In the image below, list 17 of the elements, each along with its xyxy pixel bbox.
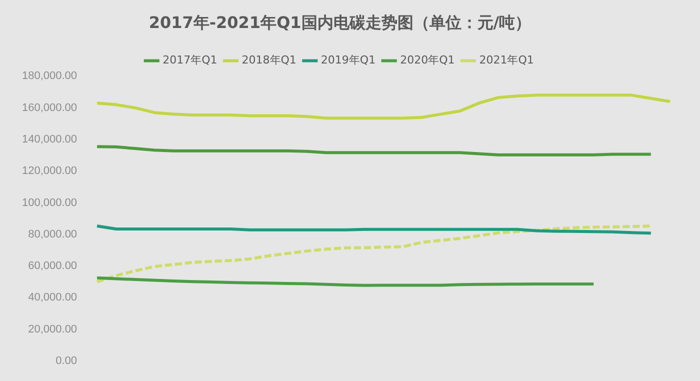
chart-title: 2017年-2021年Q1国内电碳走势图（单位：元/吨） xyxy=(148,12,532,32)
y-tick-label: 140,000.00 xyxy=(22,134,78,146)
legend-label: 2018年Q1 xyxy=(242,54,296,67)
y-tick-label: 0.00 xyxy=(56,355,78,368)
y-tick-label: 40,000.00 xyxy=(28,292,78,304)
y-tick-label: 160,000.00 xyxy=(22,102,78,114)
y-tick-label: 120,000.00 xyxy=(22,165,78,178)
y-tick-label: 60,000.00 xyxy=(28,260,78,272)
line-series xyxy=(96,224,652,284)
legend-label: 2017年Q1 xyxy=(162,54,218,67)
legend-label: 2020年Q1 xyxy=(400,54,455,67)
legend-label: 2021年Q1 xyxy=(479,54,534,67)
legend-label: 2019年Q1 xyxy=(320,54,376,67)
y-tick-label: 100,000.00 xyxy=(22,196,78,209)
y-tick-label: 20,000.00 xyxy=(28,323,78,336)
y-tick-label: 80,000.00 xyxy=(28,228,78,240)
y-tick-label: 180,000.00 xyxy=(22,70,78,82)
